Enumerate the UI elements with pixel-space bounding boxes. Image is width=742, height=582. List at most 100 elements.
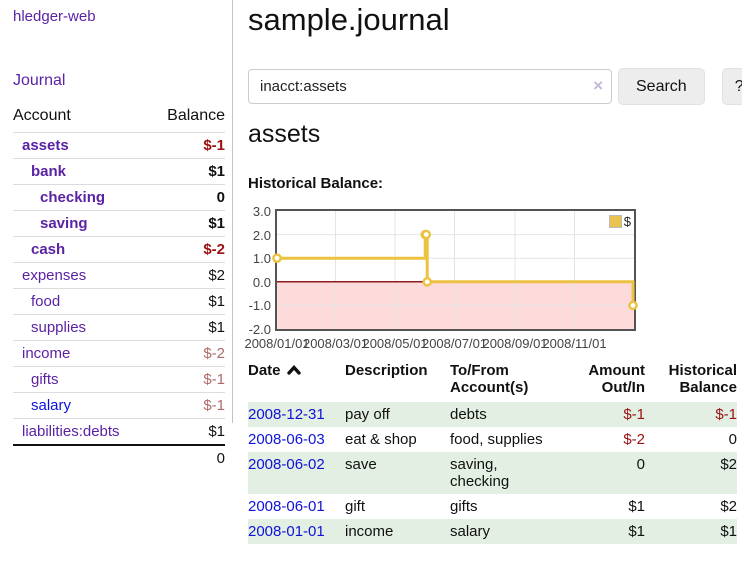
account-name-cell: salary — [13, 392, 151, 419]
sidebar-account-link[interactable]: gifts — [31, 371, 59, 388]
account-heading: assets — [248, 120, 321, 148]
sidebar-account-link[interactable]: cash — [31, 241, 66, 258]
sidebar-account-link[interactable]: saving — [40, 215, 88, 232]
total-balance: 0 — [150, 444, 225, 471]
page-title: sample.journal — [248, 2, 450, 37]
transaction-date-link[interactable]: 2008-06-03 — [248, 431, 325, 448]
account-name-cell: assets — [13, 132, 151, 159]
total-row: 0 — [13, 444, 225, 471]
x-tick-label: 2008/07/01 — [421, 336, 488, 351]
search-button[interactable]: Search — [618, 68, 705, 105]
historical-balance-chart: $ 3.0 2.0 1.0 0.0 -1.0 -2.0 2008/01/01 2008/03… — [244, 204, 742, 354]
account-balance-cell: $1 — [150, 158, 225, 185]
transaction-amount-cell: 0 — [568, 452, 645, 494]
sidebar-account-link[interactable]: assets — [22, 137, 69, 154]
transaction-amount-cell: $1 — [628, 498, 645, 515]
date-column-header[interactable]: Date — [248, 360, 345, 402]
x-tick-label: 2008/03/01 — [302, 336, 369, 351]
chart-plot-area[interactable]: $ — [272, 209, 638, 331]
account-name-cell: liabilities:debts — [13, 418, 151, 445]
account-name-cell: income — [13, 340, 151, 367]
sidebar-account-link[interactable]: salary — [31, 397, 72, 414]
transaction-description-cell: income — [345, 519, 450, 544]
search-input[interactable] — [248, 69, 612, 104]
account-name-cell: checking — [13, 184, 151, 211]
help-button[interactable]: ? — [721, 68, 742, 105]
y-tick-label: 3.0 — [252, 204, 271, 219]
transaction-row[interactable]: 2008-06-02 save saving, checking 0 $2 — [248, 452, 737, 494]
account-balance-cell: $1 — [150, 418, 225, 445]
transaction-amount-cell: $-1 — [568, 402, 645, 427]
x-tick-label: 2008/05/01 — [362, 336, 428, 351]
app-title-link[interactable]: hledger-web — [13, 8, 96, 25]
amount-column-header: Amount Out/In — [588, 362, 645, 396]
y-tick-label: -1.0 — [248, 298, 271, 314]
account-row: assets $-1 — [13, 132, 225, 159]
sidebar-account-link[interactable]: income — [22, 345, 71, 362]
x-tick-label: 2008/01/01 — [244, 336, 310, 351]
account-row: supplies $1 — [13, 314, 225, 341]
transaction-date-link[interactable]: 2008-06-01 — [248, 498, 325, 515]
account-name-cell: cash — [13, 236, 151, 263]
register-rows: 2008-12-31 pay off debts $-1 $-1 2008-06… — [248, 402, 737, 544]
sidebar-account-link[interactable]: liabilities:debts — [22, 423, 120, 440]
sidebar-account-link[interactable]: food — [31, 293, 61, 310]
balance-column-header: Balance — [167, 107, 225, 124]
transaction-row[interactable]: 2008-06-03 eat & shop food, supplies $-2… — [248, 427, 737, 452]
chart-legend: $ — [608, 214, 631, 229]
account-row: salary $-1 — [13, 392, 225, 419]
account-balance-cell: $-1 — [150, 392, 225, 419]
transaction-description-cell: pay off — [345, 402, 450, 427]
transaction-date-link[interactable]: 2008-06-02 — [248, 456, 325, 473]
search-input-wrapper: × — [248, 69, 612, 104]
sidebar-account-link[interactable]: bank — [31, 163, 67, 180]
description-column-header: Description — [345, 362, 428, 379]
sidebar-account-link[interactable]: supplies — [31, 319, 87, 336]
account-table-header: Account Balance — [13, 107, 225, 133]
transaction-historical-cell: 0 — [728, 431, 737, 448]
transaction-row[interactable]: 2008-12-31 pay off debts $-1 $-1 — [248, 402, 737, 427]
y-tick-label: 0.0 — [252, 274, 271, 290]
transaction-date-cell: 2008-01-01 — [248, 519, 345, 544]
y-tick-label: 1.0 — [252, 251, 271, 267]
transaction-row[interactable]: 2008-06-01 gift gifts $1 $2 — [248, 494, 737, 519]
account-row: food $1 — [13, 288, 225, 315]
accounts-column-header: To/From Account(s) — [450, 362, 529, 396]
transaction-date-link[interactable]: 2008-01-01 — [248, 523, 325, 540]
transaction-date-link[interactable]: 2008-12-31 — [248, 406, 325, 423]
account-name-cell: gifts — [13, 366, 151, 393]
sidebar-account-link[interactable]: expenses — [22, 267, 87, 284]
transaction-description-cell: gift — [345, 498, 366, 515]
account-balance-cell: $-2 — [150, 236, 225, 263]
account-name-cell: expenses — [13, 262, 151, 289]
account-row: gifts $-1 — [13, 366, 225, 393]
transaction-amount-cell: $-2 — [623, 431, 645, 448]
account-balance-cell: $1 — [150, 288, 225, 315]
main-content: sample.journal × Search ? assets Histori… — [244, 0, 742, 582]
clear-search-icon[interactable]: × — [593, 76, 603, 95]
sidebar: hledger-web Journal Account Balance asse… — [0, 0, 233, 471]
legend-label: $ — [623, 214, 631, 229]
account-name-cell: saving — [13, 210, 151, 237]
account-balance-cell: $1 — [150, 314, 225, 341]
transaction-date-cell: 2008-06-01 — [248, 494, 345, 519]
chart-canvas — [272, 211, 638, 329]
account-balance-cell: $1 — [150, 210, 225, 237]
transaction-row[interactable]: 2008-01-01 income salary $1 $1 — [248, 519, 737, 544]
account-row: income $-2 — [13, 340, 225, 367]
register-table: Date Description To/From Account(s) Amou… — [248, 360, 737, 544]
account-column-header: Account — [13, 107, 71, 124]
account-row: expenses $2 — [13, 262, 225, 289]
account-row: checking 0 — [13, 184, 225, 211]
account-balance-table: Account Balance assets $-1 bank $1 check… — [13, 107, 225, 471]
account-name-cell: food — [13, 288, 151, 315]
sidebar-account-link[interactable]: checking — [40, 189, 106, 206]
sort-ascending-icon — [286, 362, 301, 379]
x-tick-label: 2008/09/01 — [482, 336, 548, 351]
transaction-date-cell: 2008-06-03 — [248, 427, 345, 452]
sidebar-item-journal[interactable]: Journal — [13, 72, 66, 89]
account-row: saving $1 — [13, 210, 225, 237]
y-tick-label: 2.0 — [252, 227, 271, 243]
historical-column-header: Historical Balance — [668, 362, 737, 396]
account-row: liabilities:debts $1 — [13, 418, 225, 445]
